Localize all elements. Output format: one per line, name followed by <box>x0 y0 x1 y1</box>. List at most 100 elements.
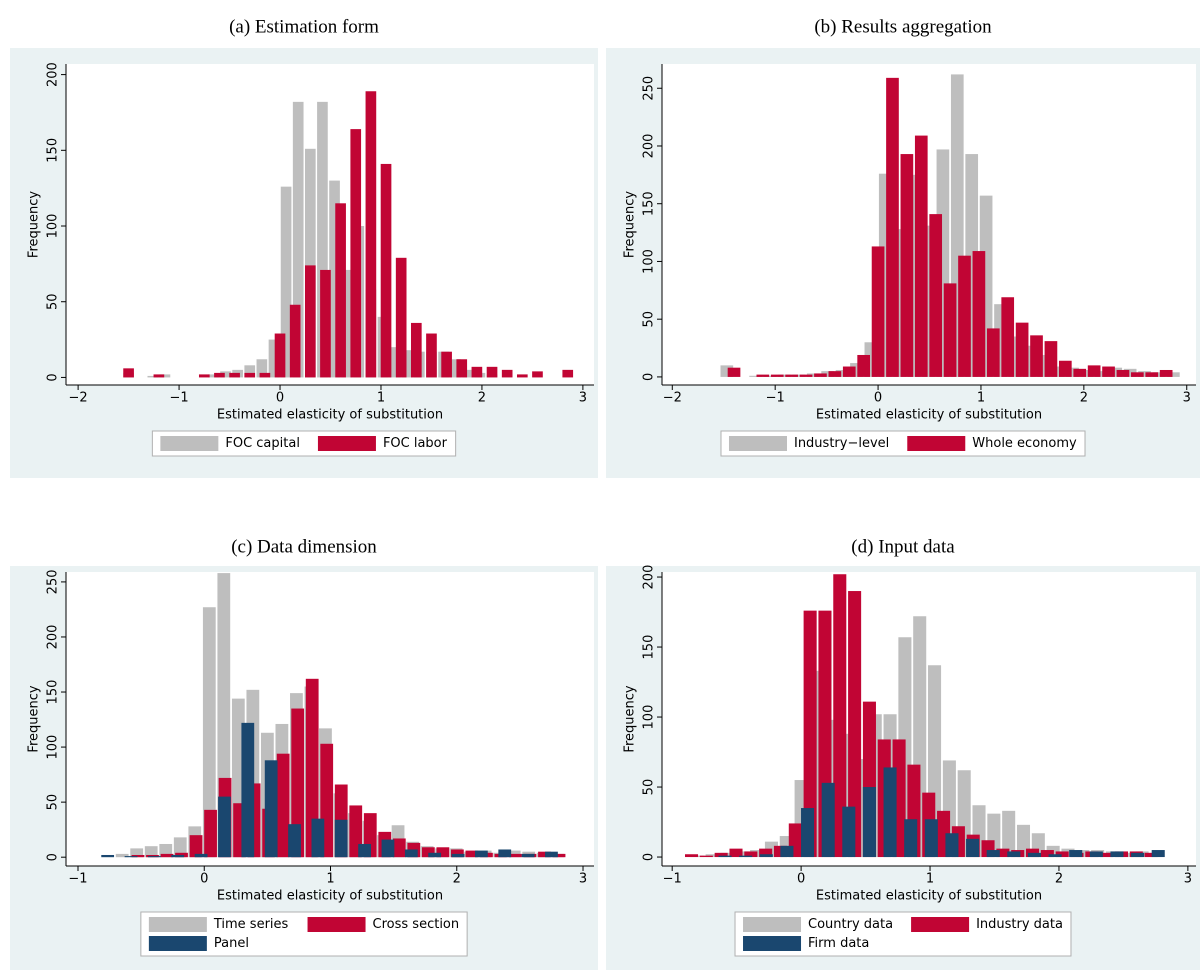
bar <box>1145 372 1159 377</box>
legend-label: Panel <box>214 936 249 951</box>
bar <box>986 328 1000 377</box>
bar <box>1131 372 1144 377</box>
panel-title: (c) Data dimension <box>231 536 377 557</box>
bar <box>392 838 406 858</box>
y-axis-title: Frequency <box>27 685 42 752</box>
bar <box>1089 851 1103 858</box>
bar <box>770 374 784 377</box>
bar <box>729 848 743 858</box>
y-tick-label: 0 <box>642 373 657 381</box>
y-tick-label: 50 <box>642 779 657 796</box>
bar <box>147 375 159 378</box>
x-tick-label: 0 <box>200 872 208 887</box>
bar <box>1055 851 1069 858</box>
bar <box>801 808 815 858</box>
bar <box>276 753 290 858</box>
bar <box>498 849 512 858</box>
y-tick-label: 100 <box>46 214 61 239</box>
bar <box>334 819 348 858</box>
bar <box>329 180 340 378</box>
x-axis-title: Estimated elasticity of substitution <box>217 408 443 423</box>
bar <box>996 848 1010 858</box>
bar <box>288 824 301 858</box>
bar <box>929 214 943 377</box>
bar <box>131 854 145 858</box>
y-axis-title: Frequency <box>623 685 638 752</box>
bar <box>986 850 1000 858</box>
bar <box>256 359 268 378</box>
bar <box>545 851 558 858</box>
bar <box>244 372 256 378</box>
bar <box>714 852 728 858</box>
bar <box>792 374 806 377</box>
legend-label: Firm data <box>808 936 869 951</box>
bar <box>426 333 437 378</box>
bar <box>924 819 938 858</box>
bar <box>904 819 918 858</box>
x-tick-label: 2 <box>453 872 461 887</box>
bar <box>720 365 734 377</box>
bar <box>799 374 813 377</box>
y-tick-label: 150 <box>46 680 61 705</box>
bar <box>173 837 187 858</box>
x-tick-label: −1 <box>766 391 785 406</box>
x-tick-label: 2 <box>1055 872 1063 887</box>
x-tick-label: 3 <box>579 391 587 406</box>
bar <box>204 809 217 858</box>
y-tick-label: 50 <box>46 293 61 310</box>
bar <box>862 787 876 858</box>
bar <box>684 854 699 858</box>
bar <box>304 148 316 378</box>
bar <box>883 767 897 858</box>
bar <box>1080 369 1094 377</box>
legend-key <box>317 436 376 451</box>
legend-label: Industry data <box>976 917 1063 932</box>
bar <box>516 374 528 378</box>
bar <box>159 374 171 378</box>
bar <box>189 835 203 858</box>
bar <box>305 678 319 858</box>
bar <box>1073 368 1087 377</box>
bar <box>365 91 377 378</box>
bar <box>1048 854 1062 858</box>
bar <box>401 350 413 378</box>
bar <box>202 607 216 858</box>
bar <box>421 847 435 858</box>
bar <box>828 371 842 377</box>
bar <box>778 374 791 377</box>
bar <box>1144 852 1158 858</box>
bar <box>208 374 219 378</box>
bar <box>462 369 474 378</box>
y-tick-label: 250 <box>46 569 61 594</box>
bar <box>1001 297 1015 377</box>
y-tick-label: 100 <box>642 705 657 730</box>
bar <box>341 269 352 378</box>
y-tick-label: 250 <box>642 76 657 101</box>
x-tick-label: 2 <box>478 391 486 406</box>
bar <box>381 839 395 858</box>
x-axis-title: Estimated elasticity of substitution <box>217 889 443 904</box>
y-tick-label: 0 <box>46 853 61 861</box>
y-tick-label: 200 <box>642 134 657 159</box>
bar <box>465 850 479 858</box>
bar <box>153 374 165 378</box>
bar <box>304 265 316 378</box>
bar <box>317 101 328 378</box>
bar <box>749 375 762 377</box>
bar <box>320 269 331 378</box>
x-tick-label: 3 <box>579 872 587 887</box>
bar <box>966 838 980 858</box>
bar <box>218 796 231 858</box>
bar <box>972 251 986 377</box>
bar <box>1069 850 1083 858</box>
bar <box>958 255 971 377</box>
bar <box>532 371 543 378</box>
bar <box>130 848 144 858</box>
bar <box>842 806 856 858</box>
bar <box>914 135 928 377</box>
bar <box>886 77 899 377</box>
bar <box>945 833 959 858</box>
legend-label: Whole economy <box>972 436 1077 451</box>
bar <box>214 372 225 378</box>
bar <box>848 591 862 858</box>
